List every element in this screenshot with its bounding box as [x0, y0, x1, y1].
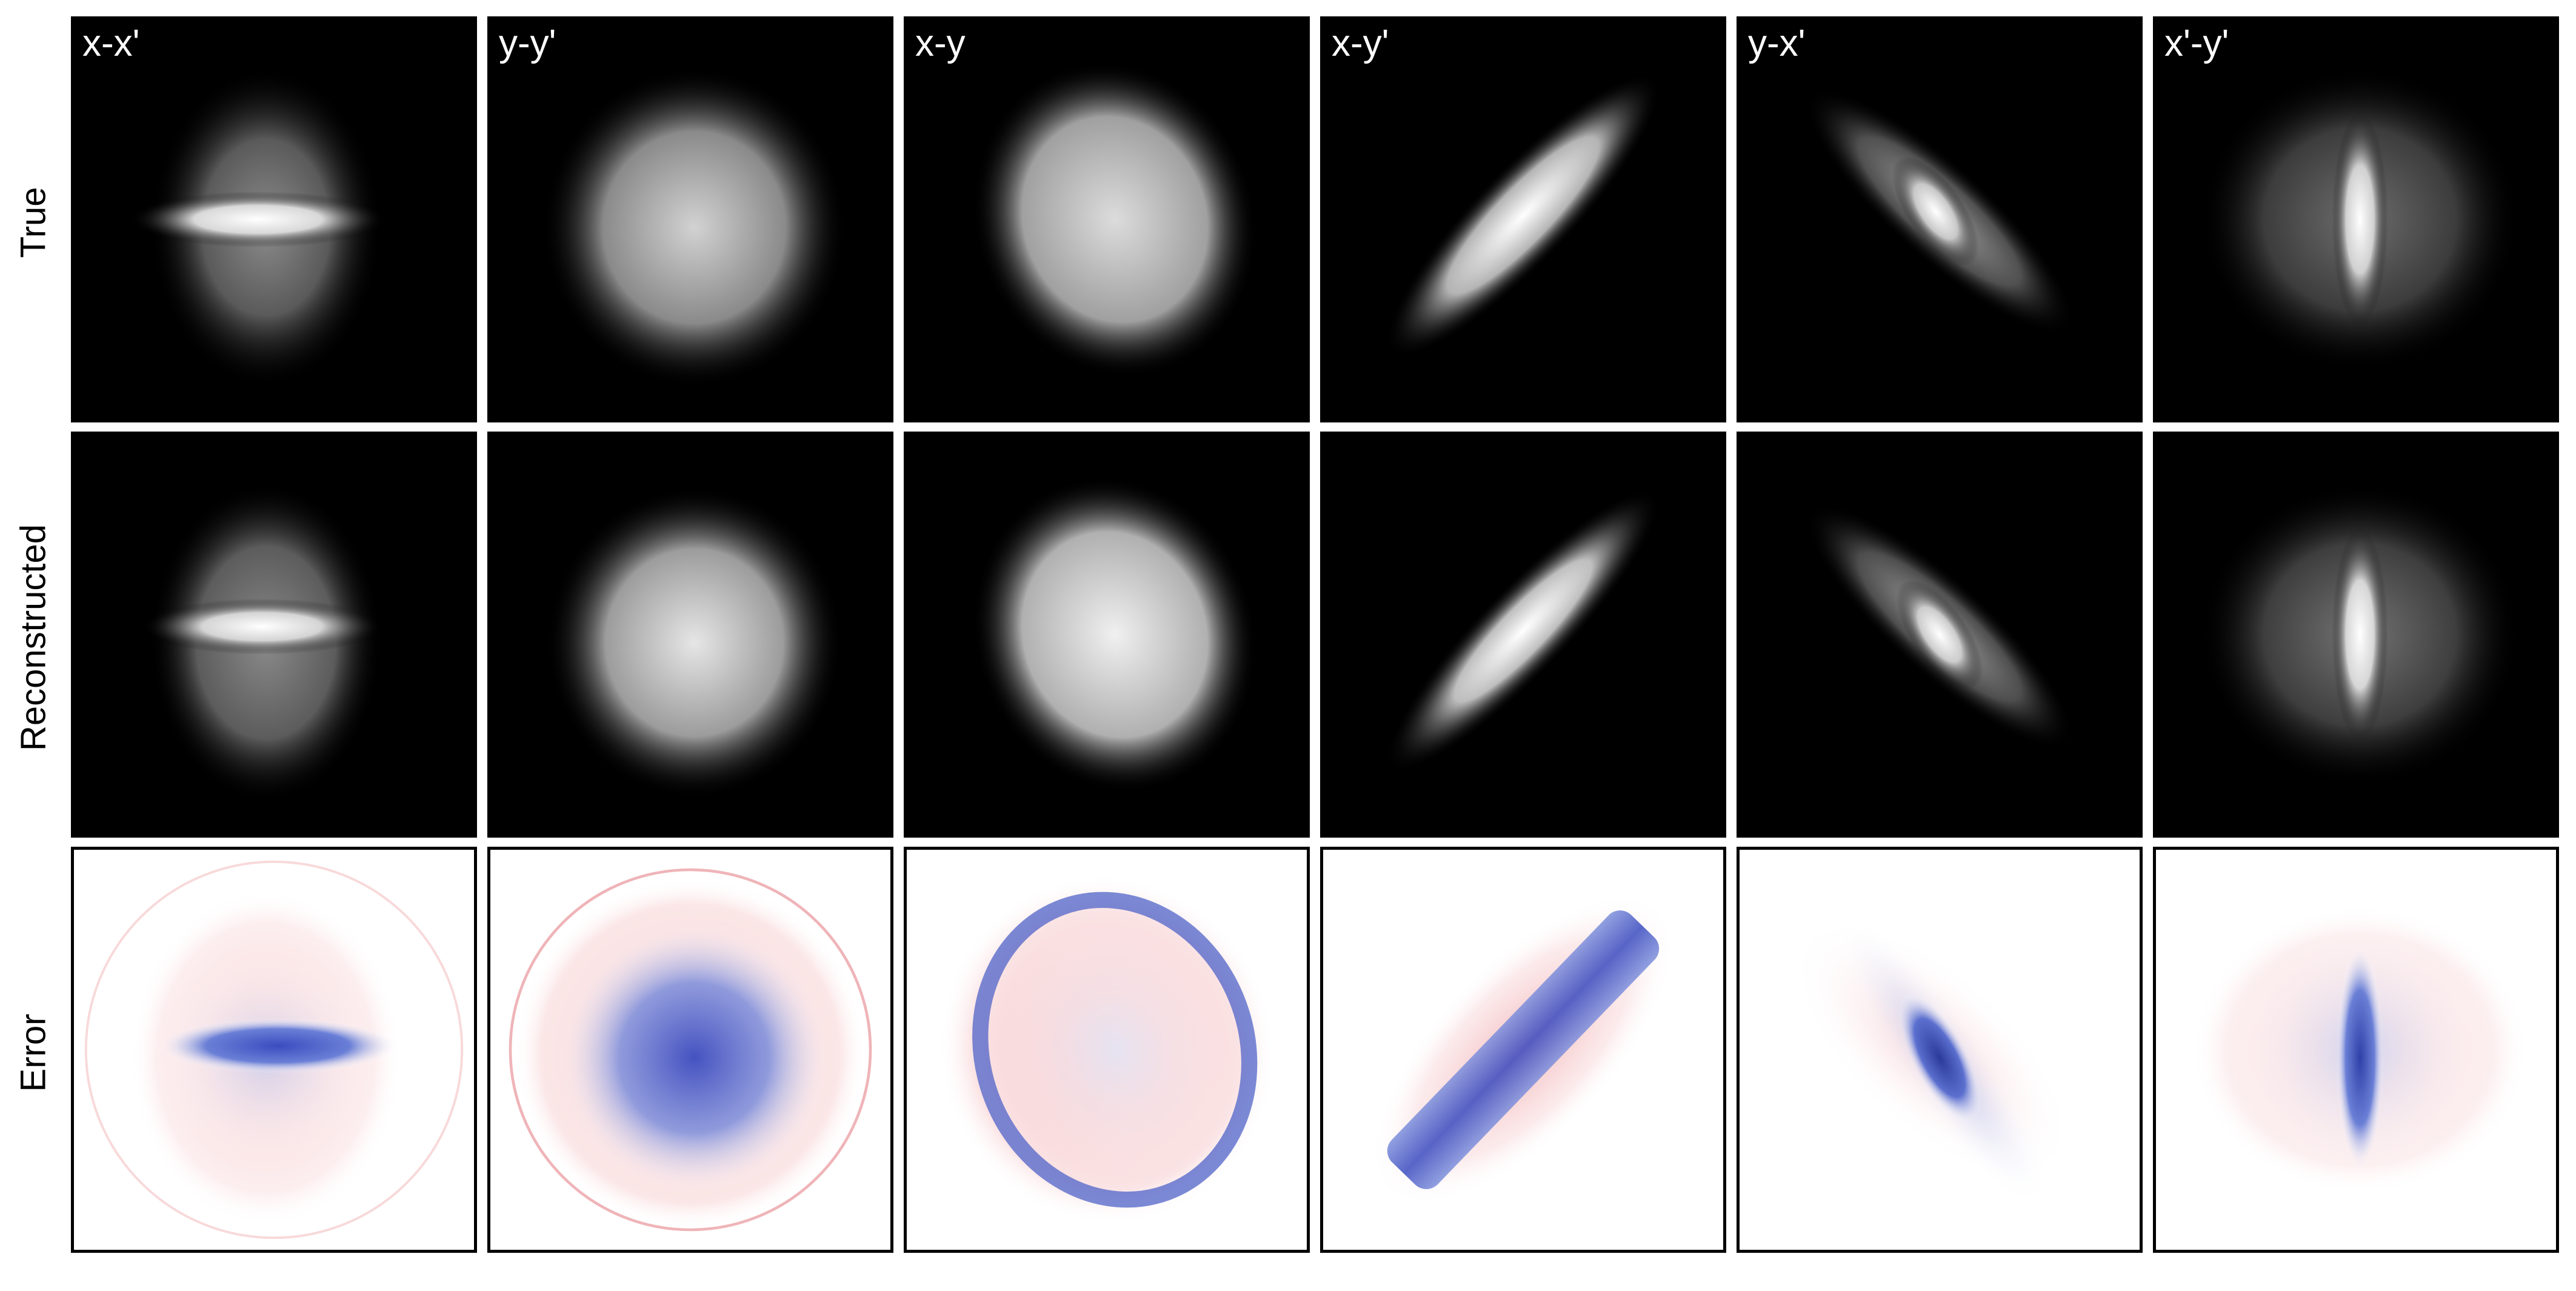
density-core [142, 598, 382, 655]
row-label-true: True [14, 187, 53, 258]
panel-reconstructed-x-y [904, 432, 1310, 838]
density-blob [972, 61, 1258, 378]
error-negative-core [558, 921, 830, 1194]
panel-title-y-yp: y-y' [499, 22, 556, 64]
row-label-true-text: True [13, 187, 53, 258]
row-label-reconstructed-text: Reconstructed [13, 524, 53, 751]
panel-reconstructed-y-yp [487, 432, 893, 838]
error-negative-core [2336, 946, 2384, 1170]
error-map [84, 860, 464, 1239]
density-plot [1804, 88, 2075, 335]
panel-error-x-y [904, 847, 1310, 1253]
density-core [2332, 111, 2388, 328]
panel-error-y-xp [1737, 847, 2143, 1253]
error-ring [84, 860, 464, 1239]
density-plot [142, 482, 382, 803]
panel-error-x-xp [71, 847, 477, 1253]
panel-true-x-xp: x-x' [71, 16, 477, 422]
panel-title-x-xp: x-x' [82, 22, 140, 64]
density-plot [1386, 489, 1661, 772]
density-plot [2200, 482, 2520, 787]
density-plot [1385, 73, 1661, 358]
density-plot [130, 67, 386, 388]
panel-title-y-xp: y-x' [1748, 22, 1806, 64]
density-blob [546, 486, 843, 799]
error-map [1790, 915, 2073, 1209]
error-negative-ring [972, 892, 1258, 1208]
density-streak [1386, 489, 1661, 772]
density-plot [546, 486, 843, 799]
panel-true-xp-yp: x'-y' [2153, 16, 2559, 422]
error-map [509, 868, 872, 1232]
density-plot [2200, 67, 2520, 372]
density-plot [542, 67, 847, 388]
error-map [938, 875, 1276, 1225]
panel-reconstructed-x-xp [71, 432, 477, 838]
density-plot [1804, 503, 2075, 750]
row-label-reconstructed: Reconstructed [14, 524, 53, 751]
density-core [2332, 526, 2388, 743]
error-neutral-center [1001, 923, 1229, 1176]
panel-true-y-xp: y-x' [1737, 16, 2143, 422]
panel-true-y-yp: y-y' [487, 16, 893, 422]
panel-title-x-yp: x-y' [1332, 22, 1389, 64]
error-negative-band [1387, 910, 1660, 1189]
error-map [2192, 906, 2528, 1194]
panel-error-x-yp [1320, 847, 1726, 1253]
row-label-error: Error [14, 1014, 53, 1092]
density-blob [542, 67, 847, 388]
panel-title-xp-yp: x'-y' [2164, 22, 2229, 64]
density-core [1896, 579, 1983, 690]
error-map [1370, 893, 1676, 1206]
density-core [130, 191, 386, 248]
density-plot [972, 476, 1258, 793]
density-streak [1385, 73, 1661, 358]
density-core [1892, 156, 1979, 267]
error-negative-core [158, 1018, 398, 1074]
error-negative-core [1897, 993, 1982, 1123]
panel-true-x-y: x-y [904, 16, 1310, 422]
row-label-error-text: Error [13, 1013, 53, 1092]
panel-reconstructed-y-xp [1737, 432, 2143, 838]
panel-true-x-yp: x-y' [1320, 16, 1726, 422]
panel-reconstructed-x-yp [1320, 432, 1726, 838]
panel-title-x-y: x-y [915, 22, 966, 64]
panel-error-y-yp [487, 847, 893, 1253]
panel-error-xp-yp [2153, 847, 2559, 1253]
density-blob [972, 476, 1258, 793]
density-plot [972, 61, 1258, 378]
panel-reconstructed-xp-yp [2153, 432, 2559, 838]
